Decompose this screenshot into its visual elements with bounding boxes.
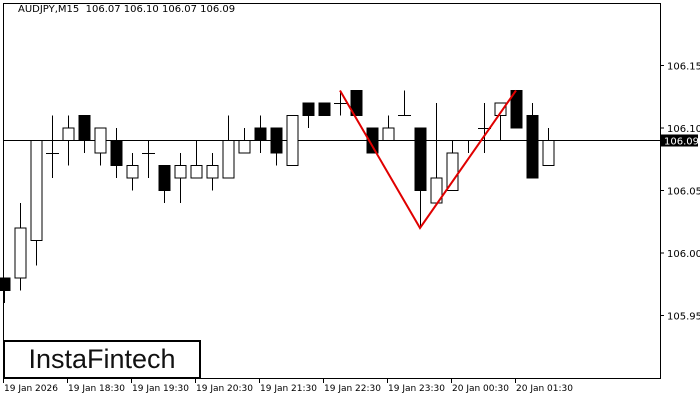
bear-candle — [318, 102, 331, 116]
bull-candle — [494, 102, 507, 116]
bull-candle — [174, 165, 187, 179]
y-tick-label: 106.00 — [667, 249, 700, 260]
bull-candle — [126, 165, 139, 179]
bear-candle — [158, 165, 171, 191]
chart-header: AUDJPY,M15 106.07 106.10 106.07 106.09 — [18, 4, 235, 15]
bear-candle — [270, 127, 283, 154]
bear-candle — [366, 127, 379, 154]
bear-candle — [510, 90, 523, 129]
x-tick-label: 20 Jan 00:30 — [452, 384, 509, 394]
x-tick-label: 19 Jan 2026 — [4, 384, 58, 394]
bull-candle — [222, 140, 235, 179]
x-tick-label: 19 Jan 19:30 — [132, 384, 189, 394]
y-tick-label: 106.05 — [667, 187, 700, 198]
y-tick-label: 105.95 — [667, 312, 700, 323]
bull-candle — [94, 127, 107, 154]
bear-candle — [302, 102, 315, 116]
bull-candle — [30, 140, 43, 241]
current-price-label: 106.09 — [664, 137, 699, 148]
y-tick-label: 106.15 — [667, 62, 700, 73]
y-tick-label: 106.10 — [667, 124, 700, 135]
symbol-label: AUDJPY,M15 — [18, 4, 80, 15]
bear-candle — [350, 90, 363, 116]
bear-candle — [254, 127, 267, 141]
bull-candle — [62, 127, 75, 141]
x-tick-label: 19 Jan 23:30 — [388, 384, 445, 394]
ohlc-label: 106.07 106.10 106.07 106.09 — [85, 4, 236, 15]
bull-candle — [190, 165, 203, 179]
x-tick-label: 19 Jan 20:30 — [196, 384, 253, 394]
double-top-pattern-line — [339, 89, 517, 230]
bull-candle — [238, 140, 251, 154]
x-tick-label: 19 Jan 18:30 — [68, 384, 125, 394]
bear-candle — [414, 127, 427, 191]
bull-candle — [286, 115, 299, 166]
x-tick-label: 19 Jan 22:30 — [324, 384, 381, 394]
bull-candle — [14, 227, 27, 279]
x-tick-label: 20 Jan 01:30 — [516, 384, 573, 394]
bear-candle — [526, 115, 539, 179]
instafintech-logo: InstaFintech — [3, 340, 201, 379]
x-tick-label: 19 Jan 21:30 — [260, 384, 317, 394]
bear-candle — [78, 115, 91, 141]
bull-candle — [542, 140, 555, 166]
bull-candle — [382, 127, 395, 141]
bull-candle — [206, 165, 219, 179]
bear-candle — [110, 140, 123, 166]
bear-candle — [0, 277, 11, 291]
bull-candle — [446, 152, 459, 191]
plot-frame — [3, 3, 661, 379]
current-price-badge — [661, 134, 698, 147]
